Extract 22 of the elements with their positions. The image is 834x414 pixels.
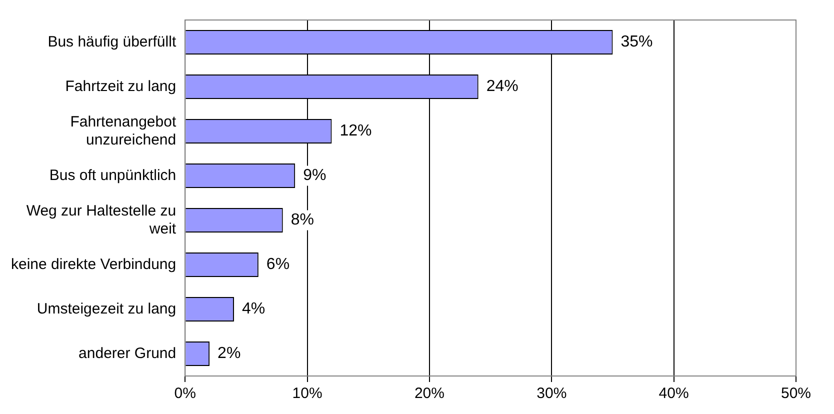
x-tick-label: 10%: [292, 385, 322, 402]
data-label: 12%: [340, 122, 372, 140]
y-tick-label: Fahrtzeit zu lang: [65, 78, 176, 95]
x-tick-label: 0%: [174, 385, 196, 402]
x-tick-label: 30%: [536, 385, 567, 402]
data-label: 35%: [620, 34, 653, 51]
y-tick-label: Weg zur Haltestelle zu weit: [26, 202, 177, 238]
data-label: 9%: [303, 167, 326, 184]
y-tick-label: keine direkte Verbindung: [10, 256, 176, 273]
y-tick-label: Bus oft unpünktlich: [49, 166, 176, 184]
y-tick-label: Fahrtenangebot unzureichend: [70, 113, 177, 148]
data-label: 6%: [266, 256, 290, 274]
data-label: 8%: [290, 212, 314, 229]
data-label: 4%: [242, 300, 266, 318]
y-tick-label: Bus häufig überfüllt: [48, 33, 177, 50]
x-tick-label: 20%: [414, 385, 444, 402]
y-tick-label: Umsteigezeit zu lang: [36, 300, 176, 318]
y-tick-label: anderer Grund: [78, 344, 176, 362]
data-label: 24%: [486, 78, 518, 96]
x-tick-label: 50%: [780, 385, 812, 402]
x-tick-label: 40%: [658, 385, 689, 402]
data-label: 2%: [218, 345, 241, 362]
